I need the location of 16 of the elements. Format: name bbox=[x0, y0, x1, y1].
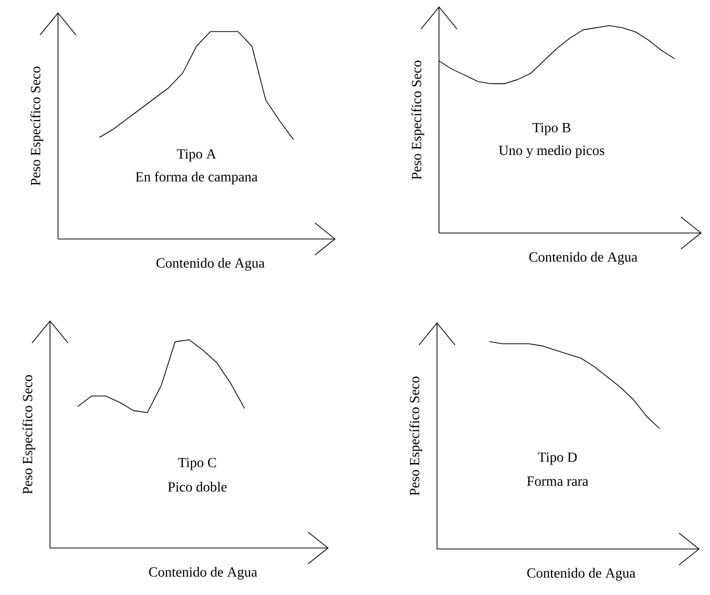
annotation: Tipo C bbox=[178, 458, 216, 470]
y-axis-title: Peso Específico Seco bbox=[411, 60, 424, 180]
y-axis-title: Peso Específico Seco bbox=[409, 376, 422, 496]
x-axis-title: Contenido de Agua bbox=[149, 566, 258, 580]
annotation: Pico doble bbox=[168, 482, 227, 492]
x-axis-title: Contenido de Agua bbox=[529, 252, 638, 265]
y-axis-title: Peso Específico Seco bbox=[22, 375, 36, 494]
x-axis-title: Contenido de Agua bbox=[527, 568, 636, 581]
y-axis-title: Peso Específico Seco bbox=[30, 66, 44, 186]
annotation: Tipo D bbox=[538, 452, 577, 465]
annotation: En forma de campana bbox=[136, 172, 258, 184]
annotation: Tipo A bbox=[176, 149, 216, 162]
annotation: Uno y medio picos bbox=[498, 145, 604, 158]
annotation: Tipo B bbox=[532, 122, 570, 136]
x-axis-title: Contenido de Agua bbox=[156, 258, 265, 271]
annotation: Forma rara bbox=[527, 476, 588, 486]
